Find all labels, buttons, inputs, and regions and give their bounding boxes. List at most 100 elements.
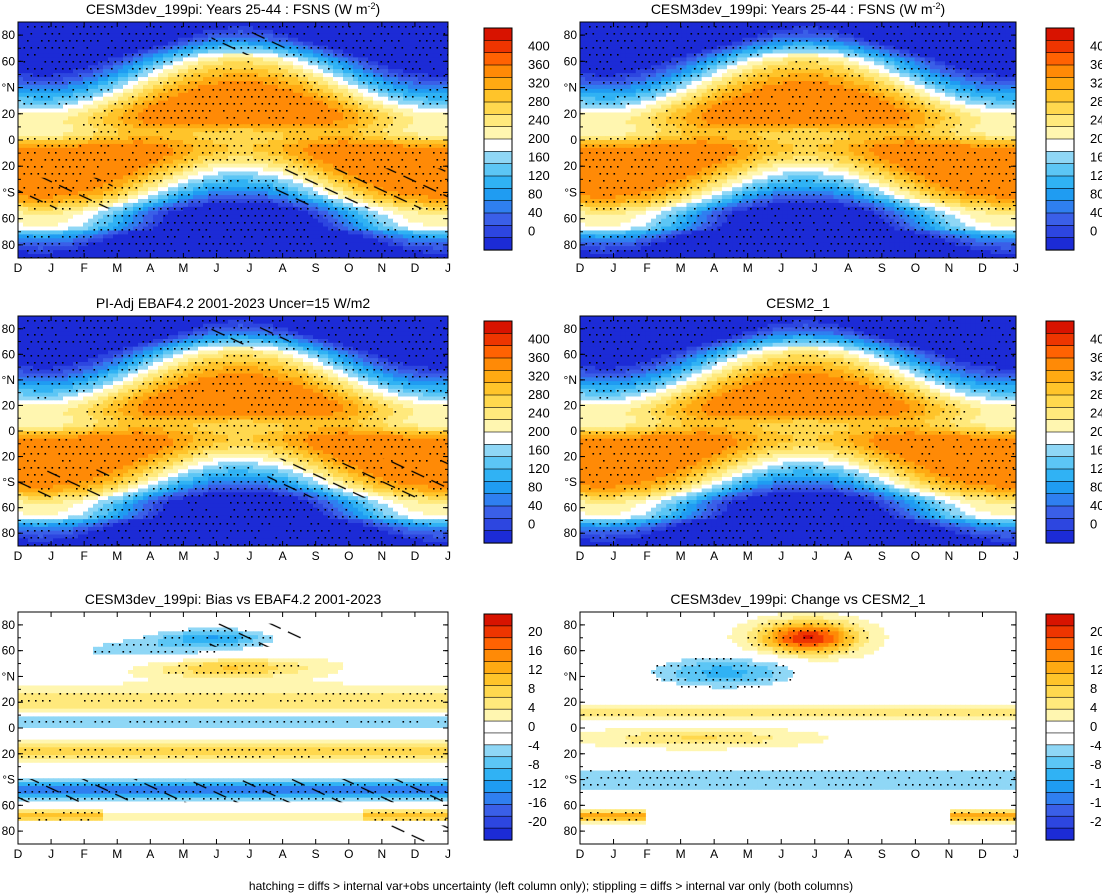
x-tick-label: M [743, 261, 753, 275]
x-tick-label: S [878, 261, 886, 275]
colorbar-swatch [1045, 493, 1075, 507]
colorbar-swatch [483, 673, 513, 686]
x-tick-label: J [48, 261, 54, 275]
y-tick-label: 60 [2, 212, 16, 226]
colorbar-label: 12 [1090, 662, 1102, 677]
x-tick-label: J [48, 847, 54, 861]
colorbar-label: -4 [528, 738, 540, 753]
x-tick-label: M [743, 847, 753, 861]
x-tick-label: A [146, 261, 154, 275]
colorbar-label: 360 [528, 350, 550, 365]
colorbar-swatch [483, 481, 513, 495]
colorbar-swatch [483, 225, 513, 239]
colorbar-swatch [1045, 126, 1075, 140]
y-tick-label: 20 [564, 159, 578, 173]
y-tick-label: 80 [2, 824, 16, 838]
colorbar-label: 16 [528, 643, 542, 658]
colorbar-swatch [483, 431, 513, 445]
colorbar-swatch [1045, 114, 1075, 128]
x-tick-label: A [146, 549, 154, 563]
colorbar-label: 0 [528, 719, 535, 734]
colorbar-swatch [1045, 212, 1075, 226]
colorbar-swatch [1045, 200, 1075, 214]
colorbar-swatch [483, 744, 513, 758]
plot-area [18, 22, 448, 258]
colorbar-swatch [483, 685, 513, 698]
x-tick-label: O [911, 847, 920, 861]
colorbar-frame [1045, 613, 1075, 841]
colorbar-swatch [483, 407, 513, 421]
colorbar-swatch [483, 64, 513, 78]
y-tick-label: °S [564, 773, 577, 787]
colorbar-swatch [483, 138, 513, 152]
colorbar-swatch [1045, 407, 1075, 421]
y-tick-label: 80 [564, 28, 578, 42]
colorbar-swatch [483, 357, 513, 371]
x-tick-label: M [178, 847, 188, 861]
x-tick-label: S [878, 847, 886, 861]
colorbar-swatch [483, 649, 513, 663]
x-tick-label: J [812, 549, 818, 563]
colorbar-swatch [483, 101, 513, 115]
colorbar-swatch [1045, 151, 1075, 165]
x-tick-label: F [643, 847, 650, 861]
x-tick-label: A [844, 261, 852, 275]
colorbar-swatch [483, 637, 513, 651]
x-tick-label: D [411, 549, 420, 563]
colorbar-label: 160 [1090, 443, 1102, 458]
y-tick-label: °S [564, 185, 577, 199]
x-tick-label: M [178, 261, 188, 275]
panel-4: CESM2_1 80 60 °N 20 0 20 °S 60 80 D J F M A M J J A S O N D J [564, 295, 1019, 563]
colorbar-swatch [483, 27, 513, 41]
colorbar-label: 120 [528, 168, 550, 183]
x-tick-label: J [778, 847, 784, 861]
colorbar-swatch [1045, 696, 1075, 710]
colorbar-swatch [1045, 431, 1075, 445]
colorbar-swatch [483, 175, 513, 189]
colorbar-swatch [1045, 518, 1075, 532]
y-tick-label: 60 [2, 644, 16, 658]
colorbar-swatch [1045, 40, 1075, 54]
colorbar-swatch [1045, 77, 1075, 91]
y-tick-label: 80 [564, 238, 578, 252]
y-tick-label: 80 [564, 618, 578, 632]
plot-area [580, 22, 1016, 258]
colorbar-swatch [1045, 456, 1075, 470]
colorbar-label: 320 [1090, 76, 1102, 91]
colorbar-swatch [1045, 394, 1075, 408]
y-tick-label: °N [564, 669, 577, 683]
x-tick-label: S [878, 549, 886, 563]
colorbar-label: 240 [528, 406, 550, 421]
x-tick-label: F [80, 261, 87, 275]
panel-title: PI-Adj EBAF4.2 2001-2023 Uncer=15 W/m2 [96, 295, 371, 311]
colorbar-swatch [1045, 708, 1075, 722]
colorbar-frame [483, 613, 513, 841]
colorbar-label: 200 [528, 424, 550, 439]
y-tick-label: °N [2, 373, 15, 387]
y-tick-label: 80 [2, 618, 16, 632]
colorbar-label: 8 [1090, 681, 1097, 696]
x-tick-label: D [978, 847, 987, 861]
colorbar-label: -8 [528, 757, 540, 772]
hatching [18, 31, 448, 209]
x-tick-label: J [247, 847, 253, 861]
colorbar-label: 400 [1090, 332, 1102, 347]
colorbar-label: -20 [1090, 814, 1102, 829]
colorbar-swatch [1045, 370, 1075, 384]
colorbar-label: 360 [528, 57, 550, 72]
colorbar-label: -20 [528, 814, 547, 829]
colorbar-swatch [483, 333, 513, 347]
colorbar-label: 20 [528, 624, 542, 639]
y-tick-label: 80 [2, 526, 16, 540]
colorbar-label: 320 [528, 369, 550, 384]
colorbar-label: 280 [528, 387, 550, 402]
colorbar-swatch [1045, 673, 1075, 686]
y-tick-label: 80 [564, 322, 578, 336]
x-tick-label: A [279, 847, 287, 861]
colorbar-swatch [483, 419, 513, 433]
colorbar-swatch [483, 320, 513, 334]
y-tick-label: 60 [564, 347, 578, 361]
x-tick-label: J [812, 261, 818, 275]
x-tick-label: N [945, 549, 954, 563]
